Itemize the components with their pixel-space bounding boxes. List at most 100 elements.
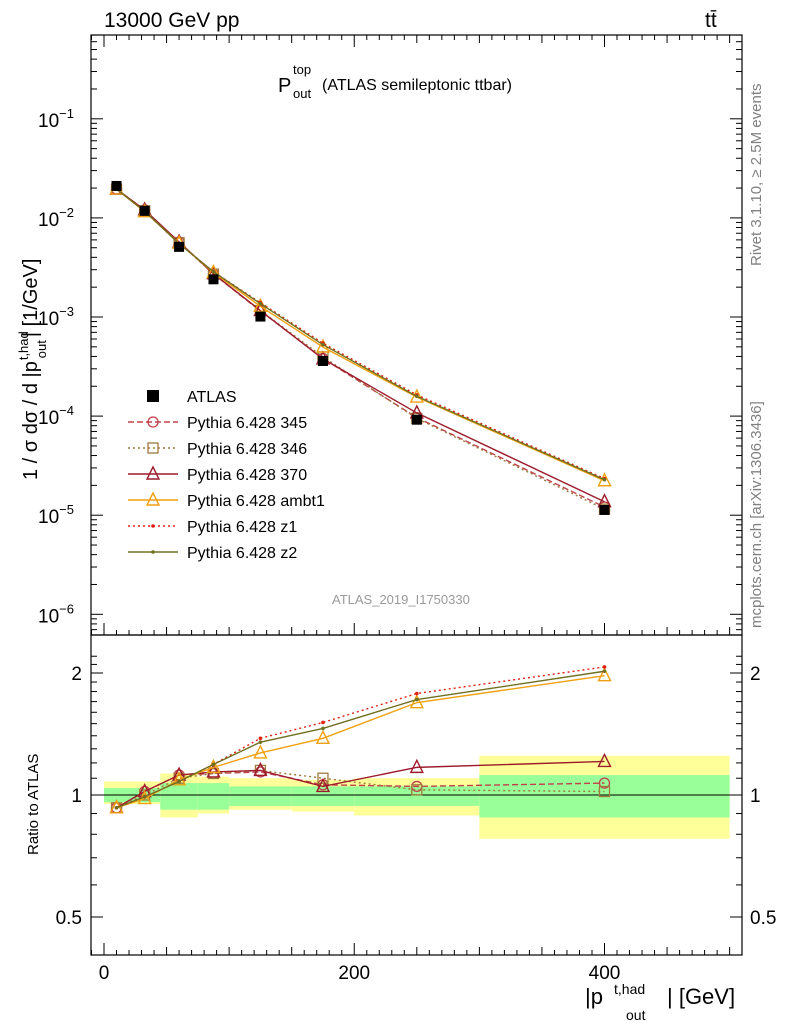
ratio-series-marker: [177, 779, 181, 784]
legend-marker: [147, 390, 159, 402]
svg-text:| [GeV]: | [GeV]: [667, 984, 735, 1009]
ratio-series-marker: [315, 729, 331, 745]
ratio-series-marker: [409, 694, 424, 709]
ratio-series-marker: [321, 720, 325, 725]
legend-marker: [147, 416, 159, 428]
stat-uncertainty-band: [354, 786, 480, 806]
series-marker: [597, 472, 612, 487]
legend-label: Pythia 6.428 345: [187, 415, 307, 432]
data-point: [111, 180, 122, 191]
ratio-plot-frame: [90, 634, 743, 956]
x-tick-label: 400: [589, 963, 621, 984]
ratio-series-marker: [415, 691, 419, 696]
data-point: [317, 355, 328, 366]
ratio-tick-label-right: 1: [750, 786, 761, 807]
ratio-series-marker: [598, 777, 611, 789]
y-tick-label: 10−5: [38, 502, 74, 528]
stat-uncertainty-band: [291, 786, 355, 806]
series-marker: [409, 388, 424, 403]
legend-marker: [151, 550, 155, 554]
series-marker: [602, 477, 607, 482]
ratio-series-marker: [142, 794, 147, 799]
mcplots-label: mcplots.cern.ch [arXiv:1306.3436]: [748, 401, 765, 628]
y-tick-label: 10−1: [38, 106, 74, 132]
series-marker: [258, 301, 263, 306]
ratio-series-line: [116, 670, 605, 809]
legend-label: Pythia 6.428 ambt1: [187, 493, 325, 510]
series-marker: [321, 342, 325, 347]
series-line: [116, 188, 605, 480]
ratio-series-marker: [206, 763, 221, 778]
x-tick-label: 0: [99, 963, 110, 984]
series-line: [116, 188, 605, 508]
plot-title-rest: (ATLAS semileptonic ttbar): [322, 77, 512, 94]
ratio-series-marker: [315, 777, 331, 793]
ratio-y-axis-label: Ratio to ATLAS: [25, 754, 42, 855]
ratio-tick-label-right: 0.5: [750, 908, 776, 929]
main-y-axis-label: 1 / σ dσ / d |pt,had out| [1/GeV]: [16, 259, 49, 480]
data-point: [411, 414, 422, 425]
x-axis-label: |p t,had out | [GeV]: [585, 981, 735, 1023]
legend-label: Pythia 6.428 346: [187, 441, 307, 458]
data-point: [255, 311, 266, 322]
data-point: [208, 274, 219, 285]
ratio-series-marker: [114, 805, 119, 810]
ratio-series-line: [116, 760, 605, 809]
y-tick-label: 10−2: [38, 205, 74, 231]
legend: ATLAS Pythia 6.428 345 Pythia 6.428 346 Pyt…: [128, 389, 325, 562]
legend-label: ATLAS: [187, 389, 237, 406]
ratio-tick-label-right: 2: [750, 664, 761, 685]
legend-label: Pythia 6.428 z1: [187, 519, 297, 536]
ratio-series-marker: [597, 752, 612, 768]
svg-text:|p: |p: [585, 984, 603, 1009]
legend-marker: [151, 524, 155, 528]
energy-label: 13000 GeV pp: [104, 9, 239, 32]
y-tick-label: 10−3: [38, 304, 74, 330]
rivet-label: Rivet 3.1.10, ≥ 2.5M events: [748, 84, 765, 267]
ratio-series-marker: [602, 669, 607, 674]
svg-text:t,had: t,had: [614, 981, 645, 997]
y-tick-label: 10−6: [38, 601, 74, 627]
series-line: [116, 188, 605, 510]
ratio-tick-label-left: 0.5: [56, 908, 82, 929]
ratio-series-marker: [321, 726, 325, 731]
series-line: [116, 188, 605, 482]
legend-marker: [145, 491, 161, 506]
ratio-series-line: [116, 674, 605, 809]
data-point: [139, 205, 150, 216]
svg-text:out: out: [626, 1007, 646, 1023]
ratio-series-marker: [597, 667, 612, 682]
analysis-id: ATLAS_2019_I1750330: [332, 592, 470, 607]
process-label: tt̄: [705, 9, 717, 32]
legend-label: Pythia 6.428 z2: [187, 545, 297, 562]
plot-title-main: P: [278, 75, 291, 97]
ratio-series-marker: [409, 758, 424, 774]
ratio-series-marker: [253, 761, 268, 777]
ratio-series-marker: [598, 785, 611, 798]
series-marker: [211, 270, 216, 274]
ratio-series-marker: [602, 665, 607, 669]
ratio-series-marker: [411, 784, 423, 796]
ratio-series-marker: [258, 736, 263, 741]
ratio-tick-label-left: 1: [71, 786, 82, 807]
ratio-series-marker: [415, 697, 419, 702]
y-tick-label: 10−4: [38, 403, 74, 429]
data-point: [599, 504, 610, 515]
ratio-series-marker: [258, 740, 263, 744]
legend-marker: [145, 465, 161, 480]
plot-title-sup: top: [293, 62, 311, 77]
ratio-tick-label-left: 2: [71, 664, 82, 685]
ratio-series-marker: [211, 762, 216, 767]
plot-title-sub: out: [293, 86, 311, 101]
ratio-series-marker: [317, 772, 329, 784]
series-line: [116, 188, 605, 481]
series-marker: [415, 394, 419, 399]
x-tick-label: 200: [338, 963, 370, 984]
data-point: [174, 241, 185, 252]
ratio-series-marker: [171, 771, 187, 786]
stat-uncertainty-band: [197, 783, 230, 810]
stat-uncertainty-band: [229, 786, 292, 806]
ratio-series-marker: [253, 744, 268, 759]
